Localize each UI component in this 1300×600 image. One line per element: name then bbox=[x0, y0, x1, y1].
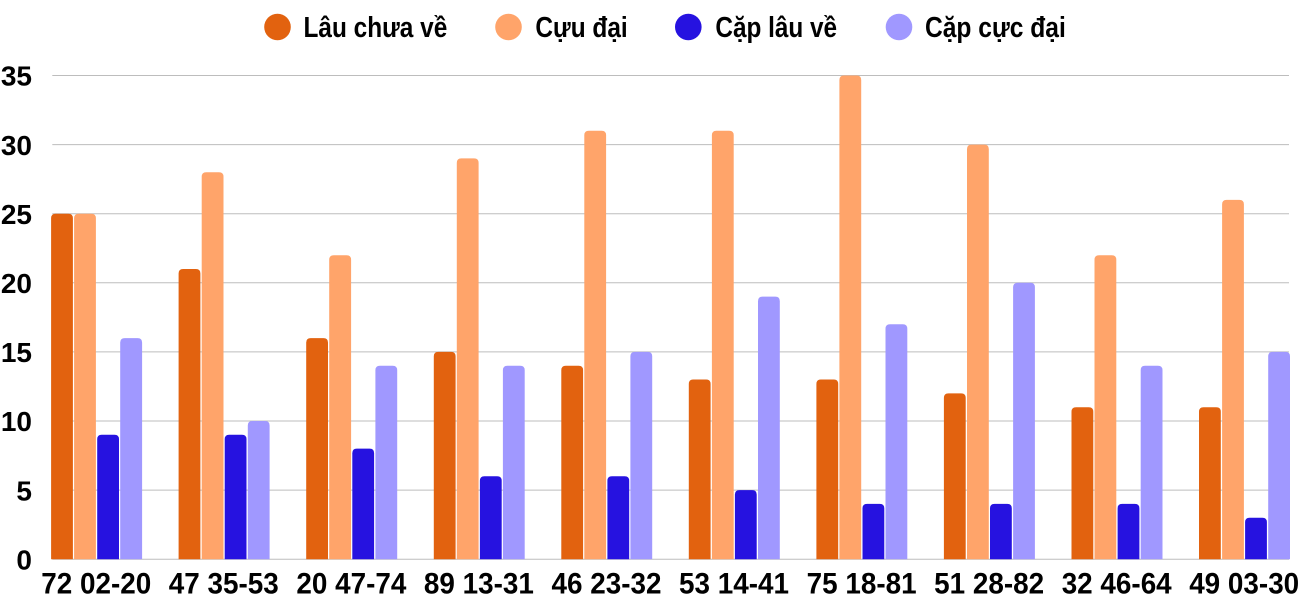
svg-text:10: 10 bbox=[1, 406, 32, 437]
svg-text:46 23-32: 46 23-32 bbox=[552, 568, 662, 600]
svg-text:5: 5 bbox=[16, 475, 32, 506]
svg-text:25: 25 bbox=[1, 199, 32, 230]
svg-text:47 35-53: 47 35-53 bbox=[169, 568, 279, 600]
svg-text:89 13-31: 89 13-31 bbox=[424, 568, 534, 600]
svg-text:30: 30 bbox=[1, 130, 32, 161]
svg-text:Cựu đại: Cựu đại bbox=[535, 12, 627, 44]
svg-text:35: 35 bbox=[1, 61, 32, 92]
svg-text:20: 20 bbox=[1, 268, 32, 299]
svg-text:Cặp cực đại: Cặp cực đại bbox=[925, 12, 1066, 44]
svg-text:53 14-41: 53 14-41 bbox=[679, 568, 789, 600]
svg-text:51 28-82: 51 28-82 bbox=[934, 568, 1044, 600]
svg-text:49 03-30: 49 03-30 bbox=[1189, 568, 1299, 600]
svg-text:0: 0 bbox=[16, 544, 32, 575]
svg-text:20 47-74: 20 47-74 bbox=[296, 568, 407, 600]
svg-text:Cặp lâu về: Cặp lâu về bbox=[715, 12, 837, 44]
svg-text:15: 15 bbox=[1, 337, 32, 368]
svg-text:Lâu chưa về: Lâu chưa về bbox=[304, 12, 448, 44]
svg-text:32 46-64: 32 46-64 bbox=[1062, 568, 1173, 600]
svg-text:72 02-20: 72 02-20 bbox=[41, 568, 151, 600]
svg-text:75 18-81: 75 18-81 bbox=[807, 568, 917, 600]
